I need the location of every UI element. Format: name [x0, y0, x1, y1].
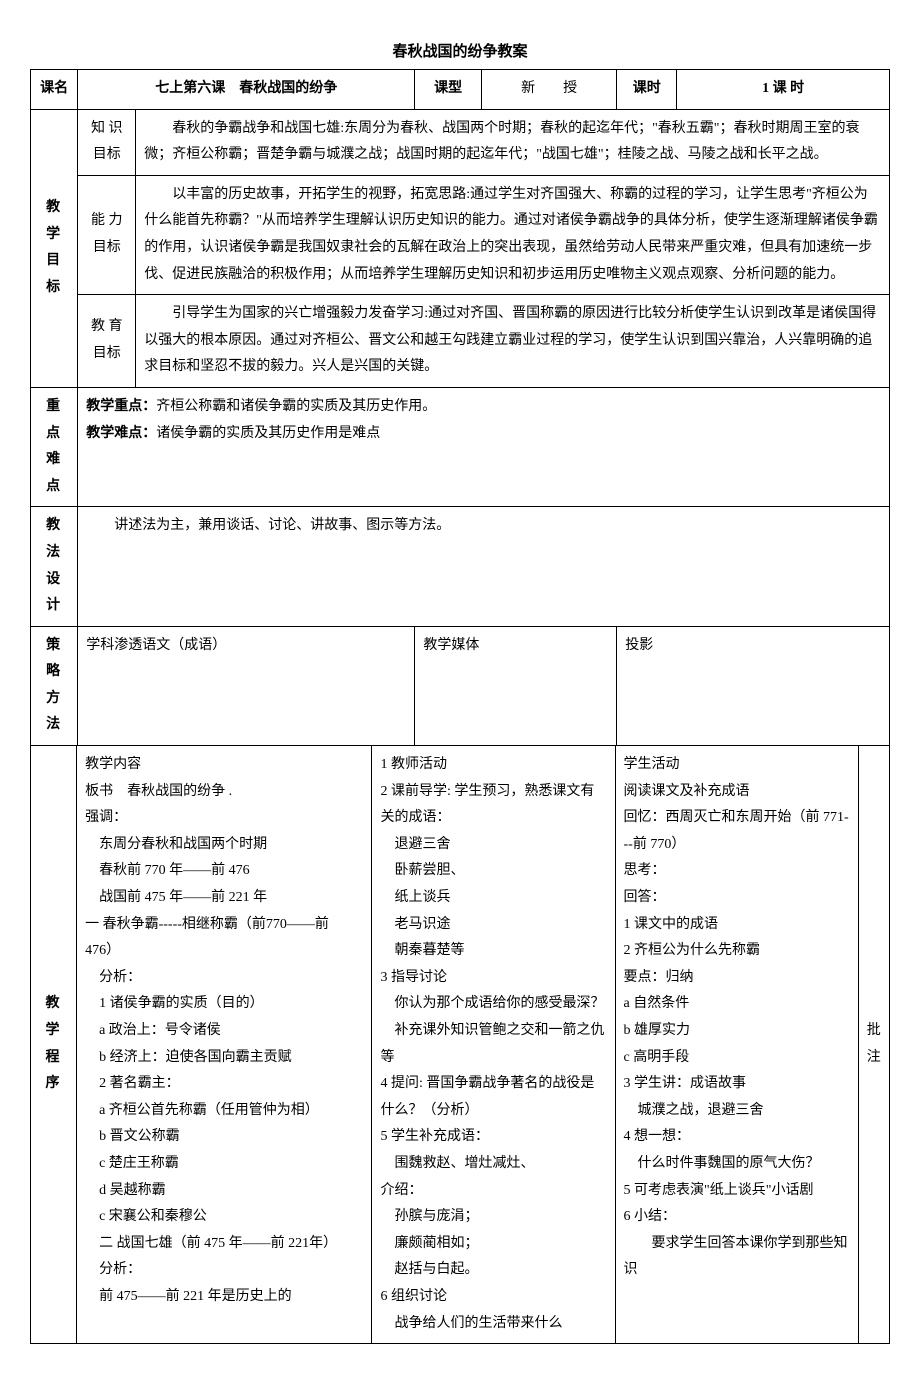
media-label: 教学媒体	[415, 626, 617, 745]
focus-text: 齐桓公称霸和诸侯争霸的实质及其历史作用。	[156, 399, 436, 414]
ability-text: 以丰富的历史故事，开拓学生的视野，拓宽思路:通过学生对齐国强大、称霸的过程的学习…	[136, 175, 890, 294]
procedure-col1-header: 教学内容	[85, 757, 141, 772]
procedure-row: 教 学程序 教学内容 板书 春秋战国的纷争 . 强调： 东周分春秋和战国两个时期…	[31, 746, 890, 1344]
media-value: 投影	[617, 626, 890, 745]
procedure-col2-header: 1 教师活动	[380, 757, 447, 772]
method-label: 教法设计	[31, 507, 78, 626]
keypoints-label: 重点难点	[31, 387, 78, 506]
objectives-label: 教学目标	[31, 109, 78, 387]
period-label: 课时	[617, 70, 677, 110]
knowledge-label: 知 识目标	[78, 109, 136, 175]
type-label: 课型	[415, 70, 482, 110]
header-row: 课名 七上第六课 春秋战国的纷争 课型 新 授 课时 1 课 时	[31, 70, 890, 110]
period-value: 1 课 时	[677, 70, 890, 110]
procedure-student-cell: 学生活动 阅读课文及补充成语 回忆：西周灭亡和东周开始（前 771---前 77…	[615, 746, 858, 1344]
difficulty-text: 诸侯争霸的实质及其历史作用是难点	[156, 426, 380, 441]
procedure-notes-cell: 批注	[858, 746, 889, 1344]
focus-label: 教学重点：	[86, 399, 156, 414]
knowledge-text: 春秋的争霸战争和战国七雄:东周分为春秋、战国两个时期；春秋的起迄年代；"春秋五霸…	[136, 109, 890, 175]
difficulty-label: 教学难点：	[86, 426, 156, 441]
page-title: 春秋战国的纷争教案	[30, 40, 890, 61]
objectives-education-row: 教 育目标 引导学生为国家的兴亡增强毅力发奋学习:通过对齐国、晋国称霸的原因进行…	[31, 295, 890, 388]
procedure-col3-body: 阅读课文及补充成语 回忆：西周灭亡和东周开始（前 771---前 770） 思考…	[624, 784, 849, 1278]
keypoints-cell: 教学重点：齐桓公称霸和诸侯争霸的实质及其历史作用。 教学难点：诸侯争霸的实质及其…	[78, 387, 890, 506]
strategy-subject: 学科渗透语文（成语）	[78, 626, 415, 745]
procedure-table: 教 学程序 教学内容 板书 春秋战国的纷争 . 强调： 东周分春秋和战国两个时期…	[30, 746, 890, 1344]
ability-label: 能 力目标	[78, 175, 136, 294]
keypoints-row: 重点难点 教学重点：齐桓公称霸和诸侯争霸的实质及其历史作用。 教学难点：诸侯争霸…	[31, 387, 890, 506]
method-row: 教法设计 讲述法为主，兼用谈话、讨论、讲故事、图示等方法。	[31, 507, 890, 626]
strategy-label: 策略方法	[31, 626, 78, 745]
objectives-ability-row: 能 力目标 以丰富的历史故事，开拓学生的视野，拓宽思路:通过学生对齐国强大、称霸…	[31, 175, 890, 294]
course-value: 七上第六课 春秋战国的纷争	[78, 70, 415, 110]
procedure-label: 教 学程序	[31, 746, 77, 1344]
procedure-col2-body: 2 课前导学: 学生预习，熟悉课文有关的成语： 退避三舍 卧薪尝胆、 纸上谈兵 …	[380, 784, 604, 1331]
type-value: 新 授	[481, 70, 616, 110]
education-label: 教 育目标	[78, 295, 136, 388]
objectives-knowledge-row: 教学目标 知 识目标 春秋的争霸战争和战国七雄:东周分为春秋、战国两个时期；春秋…	[31, 109, 890, 175]
strategy-row: 策略方法 学科渗透语文（成语） 教学媒体 投影	[31, 626, 890, 745]
procedure-teacher-cell: 1 教师活动 2 课前导学: 学生预习，熟悉课文有关的成语： 退避三舍 卧薪尝胆…	[372, 746, 615, 1344]
lesson-plan-table: 课名 七上第六课 春秋战国的纷争 课型 新 授 课时 1 课 时 教学目标 知 …	[30, 69, 890, 746]
course-label: 课名	[31, 70, 78, 110]
procedure-col1-body: 板书 春秋战国的纷争 . 强调： 东周分春秋和战国两个时期 春秋前 770 年—…	[85, 784, 337, 1304]
procedure-col3-header: 学生活动	[624, 757, 680, 772]
method-text: 讲述法为主，兼用谈话、讨论、讲故事、图示等方法。	[78, 507, 890, 626]
procedure-content-cell: 教学内容 板书 春秋战国的纷争 . 强调： 东周分春秋和战国两个时期 春秋前 7…	[77, 746, 372, 1344]
education-text: 引导学生为国家的兴亡增强毅力发奋学习:通过对齐国、晋国称霸的原因进行比较分析使学…	[136, 295, 890, 388]
